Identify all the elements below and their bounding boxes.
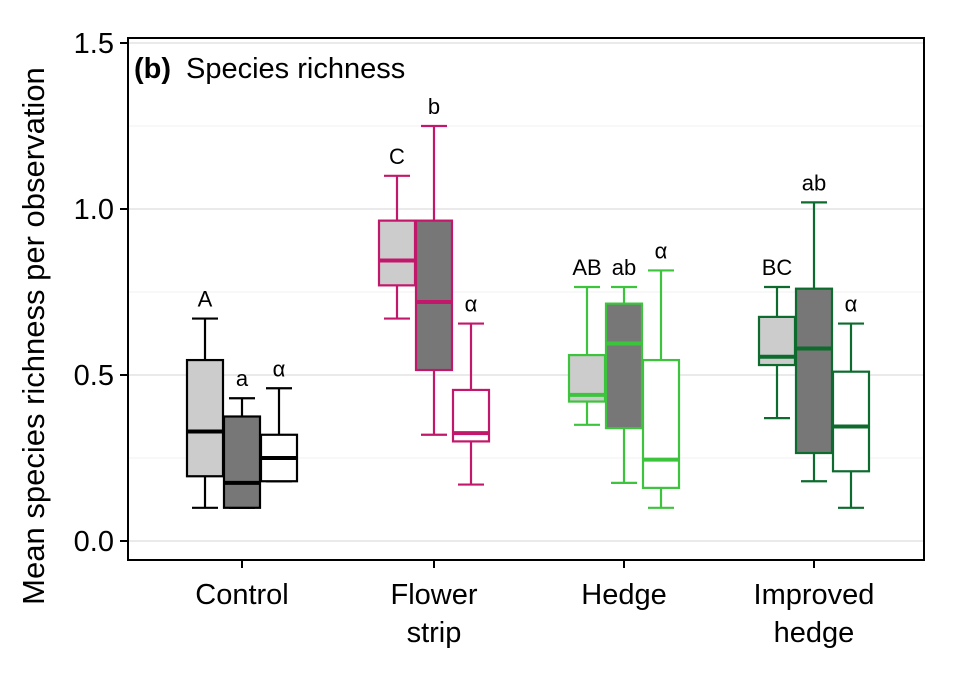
panel-border	[127, 37, 925, 561]
significance-letter: BC	[762, 255, 793, 280]
significance-letter: α	[845, 292, 858, 317]
y-tick-label: 0.5	[74, 360, 114, 392]
box-light: AB	[567, 255, 607, 426]
box-iqr	[794, 287, 834, 455]
significance-letter: C	[389, 144, 405, 169]
significance-letter: A	[198, 287, 213, 312]
box-iqr	[414, 219, 454, 372]
significance-letter: ab	[612, 255, 636, 280]
box-dark: a	[222, 366, 262, 509]
box-dark: b	[414, 94, 454, 436]
box-dark: ab	[604, 255, 644, 484]
x-tick-label: strip	[407, 617, 462, 649]
box-white: α	[831, 292, 871, 509]
significance-letter: α	[273, 356, 286, 381]
x-tick-label: Improved	[754, 579, 875, 611]
box-light: BC	[757, 255, 797, 420]
x-tick-label: Flower	[390, 579, 477, 611]
box-white: α	[259, 356, 299, 483]
panel-tag: (b)	[134, 53, 171, 85]
x-axis: Control Flower strip Hedge Improved hedge	[195, 560, 874, 649]
box-iqr	[641, 358, 681, 489]
box-white: α	[451, 292, 491, 486]
significance-letter: α	[655, 238, 668, 263]
chart-title: Species richness	[186, 53, 405, 85]
box-iqr	[377, 219, 417, 287]
box-iqr	[831, 370, 871, 473]
y-tick-label: 0.0	[74, 526, 114, 558]
x-tick-label: Hedge	[581, 579, 666, 611]
box-iqr	[185, 358, 225, 478]
y-axis: 0.0 0.5 1.0 1.5	[74, 28, 128, 558]
box-white: α	[641, 238, 681, 509]
significance-letter: a	[236, 366, 249, 391]
y-tick-label: 1.5	[74, 28, 114, 60]
significance-letter: ab	[802, 170, 826, 195]
box-iqr	[222, 415, 262, 509]
x-tick-label: Control	[195, 579, 289, 611]
gridlines	[128, 42, 924, 542]
significance-letter: AB	[572, 255, 601, 280]
significance-letter: b	[428, 94, 440, 119]
y-tick-label: 1.0	[74, 194, 114, 226]
x-tick-label: hedge	[774, 617, 855, 649]
box-light: A	[185, 287, 225, 509]
box-dark: ab	[794, 170, 834, 483]
box-iqr	[604, 302, 644, 430]
y-axis-label: Mean species richness per observation	[16, 67, 51, 605]
significance-letter: α	[465, 292, 478, 317]
